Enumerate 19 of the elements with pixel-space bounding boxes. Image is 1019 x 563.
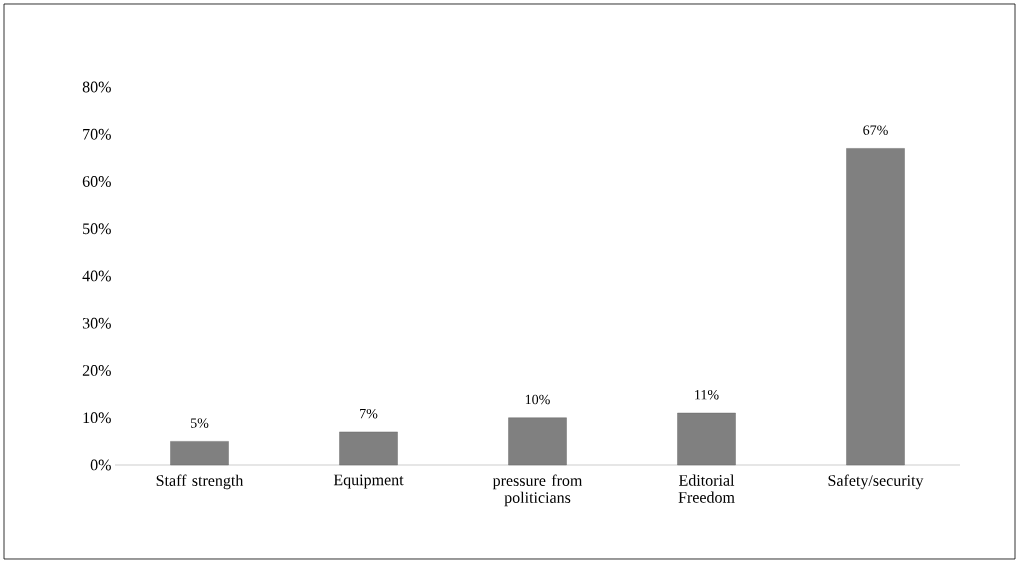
y-tick-label: 60% bbox=[82, 176, 111, 187]
y-tick-label: 40% bbox=[82, 270, 111, 282]
x-tick-label: Staff strength bbox=[156, 474, 244, 490]
x-tick-label: Editorial Freedom bbox=[678, 474, 735, 503]
y-tick-label: 10% bbox=[83, 412, 111, 424]
y-tick-label: 30% bbox=[82, 317, 111, 329]
data-label: 10% bbox=[525, 394, 550, 405]
y-tick-label: 20% bbox=[82, 365, 111, 376]
x-tick-label: Equipment bbox=[333, 474, 404, 489]
y-tick-label: 70% bbox=[83, 128, 111, 140]
y-tick-label: 50% bbox=[83, 223, 111, 235]
data-label: 11% bbox=[695, 389, 719, 400]
x-tick-label: pressure from politicians bbox=[492, 474, 583, 507]
x-tick-label: Safety/security bbox=[828, 474, 924, 490]
data-label: 67% bbox=[863, 125, 888, 135]
y-tick-label: 80% bbox=[82, 81, 111, 93]
data-label: 5% bbox=[190, 418, 209, 428]
data-label: 7% bbox=[360, 408, 378, 419]
y-tick-label: 0% bbox=[90, 459, 111, 471]
